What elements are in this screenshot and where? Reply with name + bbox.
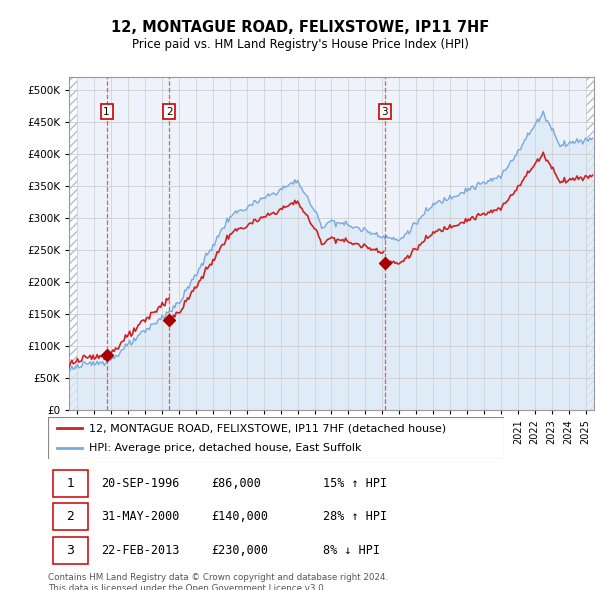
Text: 31-MAY-2000: 31-MAY-2000 (101, 510, 179, 523)
Text: 8% ↓ HPI: 8% ↓ HPI (323, 544, 380, 557)
FancyBboxPatch shape (53, 503, 88, 530)
Text: 12, MONTAGUE ROAD, FELIXSTOWE, IP11 7HF: 12, MONTAGUE ROAD, FELIXSTOWE, IP11 7HF (111, 20, 489, 35)
Text: Price paid vs. HM Land Registry's House Price Index (HPI): Price paid vs. HM Land Registry's House … (131, 38, 469, 51)
Text: 12, MONTAGUE ROAD, FELIXSTOWE, IP11 7HF (detached house): 12, MONTAGUE ROAD, FELIXSTOWE, IP11 7HF … (89, 424, 446, 434)
Bar (69, 77, 77, 410)
Text: 20-SEP-1996: 20-SEP-1996 (101, 477, 179, 490)
Text: 2: 2 (67, 510, 74, 523)
Text: 3: 3 (382, 107, 388, 117)
Text: 3: 3 (67, 544, 74, 557)
Text: £140,000: £140,000 (212, 510, 269, 523)
Text: £230,000: £230,000 (212, 544, 269, 557)
Text: 22-FEB-2013: 22-FEB-2013 (101, 544, 179, 557)
FancyBboxPatch shape (53, 470, 88, 497)
Text: 1: 1 (103, 107, 110, 117)
FancyBboxPatch shape (48, 417, 504, 459)
Text: £86,000: £86,000 (212, 477, 262, 490)
Text: 15% ↑ HPI: 15% ↑ HPI (323, 477, 386, 490)
Text: HPI: Average price, detached house, East Suffolk: HPI: Average price, detached house, East… (89, 443, 362, 453)
Text: 2: 2 (166, 107, 173, 117)
Text: 28% ↑ HPI: 28% ↑ HPI (323, 510, 386, 523)
FancyBboxPatch shape (53, 537, 88, 564)
Bar (586, 77, 594, 410)
Text: 1: 1 (67, 477, 74, 490)
Text: Contains HM Land Registry data © Crown copyright and database right 2024.
This d: Contains HM Land Registry data © Crown c… (48, 573, 388, 590)
